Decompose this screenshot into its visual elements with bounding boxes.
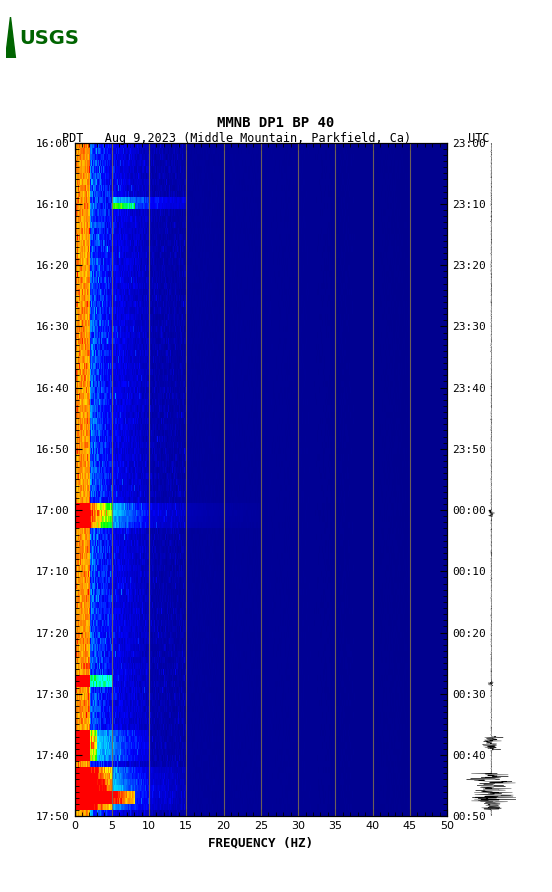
- Text: PDT   Aug 9,2023 (Middle Mountain, Parkfield, Ca)        UTC: PDT Aug 9,2023 (Middle Mountain, Parkfie…: [62, 132, 490, 145]
- Text: MMNB DP1 BP 40: MMNB DP1 BP 40: [217, 116, 335, 130]
- X-axis label: FREQUENCY (HZ): FREQUENCY (HZ): [208, 837, 314, 849]
- Polygon shape: [6, 17, 15, 58]
- Text: USGS: USGS: [19, 29, 78, 48]
